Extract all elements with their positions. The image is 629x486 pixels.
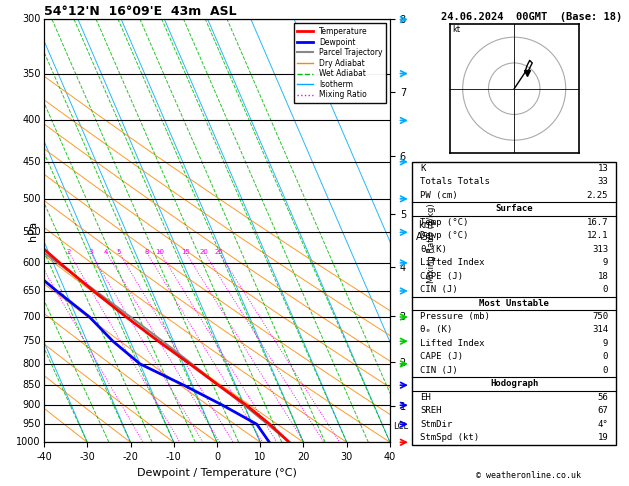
Text: 0: 0 [603,352,608,362]
Text: 313: 313 [592,244,608,254]
Text: 13: 13 [598,164,608,173]
Text: 20: 20 [199,249,209,255]
Text: 600: 600 [22,258,40,268]
Text: CIN (J): CIN (J) [420,285,458,294]
Text: K: K [420,164,426,173]
Text: 800: 800 [22,359,40,369]
Text: Totals Totals: Totals Totals [420,177,490,186]
Text: CIN (J): CIN (J) [420,366,458,375]
Text: SREH: SREH [420,406,442,416]
Text: 700: 700 [22,312,40,322]
Text: 950: 950 [22,419,40,429]
Text: 33: 33 [598,177,608,186]
Text: 750: 750 [592,312,608,321]
Text: 19: 19 [598,433,608,442]
Text: 12.1: 12.1 [587,231,608,240]
Text: kt: kt [452,25,460,34]
Text: 3: 3 [88,249,92,255]
Text: 650: 650 [22,286,40,296]
Text: 300: 300 [22,15,40,24]
Text: 500: 500 [22,194,40,204]
Text: 2: 2 [67,249,71,255]
Text: CAPE (J): CAPE (J) [420,272,463,280]
Text: 314: 314 [592,326,608,334]
Text: 0: 0 [603,366,608,375]
Text: Hodograph: Hodograph [490,380,538,388]
Text: 9: 9 [603,339,608,348]
Text: 24.06.2024  00GMT  (Base: 18): 24.06.2024 00GMT (Base: 18) [441,12,622,22]
X-axis label: Dewpoint / Temperature (°C): Dewpoint / Temperature (°C) [137,468,297,478]
Text: 8: 8 [144,249,149,255]
Text: 4°: 4° [598,420,608,429]
Text: Lifted Index: Lifted Index [420,258,485,267]
Text: Dewp (°C): Dewp (°C) [420,231,469,240]
Text: 400: 400 [22,116,40,125]
Text: © weatheronline.co.uk: © weatheronline.co.uk [476,471,581,480]
Text: Pressure (mb): Pressure (mb) [420,312,490,321]
Text: 25: 25 [214,249,223,255]
Text: 18: 18 [598,272,608,280]
Text: Lifted Index: Lifted Index [420,339,485,348]
Text: Most Unstable: Most Unstable [479,298,549,308]
Text: StmSpd (kt): StmSpd (kt) [420,433,479,442]
Legend: Temperature, Dewpoint, Parcel Trajectory, Dry Adiabat, Wet Adiabat, Isotherm, Mi: Temperature, Dewpoint, Parcel Trajectory… [294,23,386,103]
Text: 450: 450 [22,157,40,167]
Text: 850: 850 [22,380,40,390]
Text: 67: 67 [598,406,608,416]
Text: LCL: LCL [394,421,409,431]
Text: 56: 56 [598,393,608,402]
Text: 750: 750 [22,336,40,346]
Text: 5: 5 [117,249,121,255]
Text: Mixing Ratio (g/kg): Mixing Ratio (g/kg) [427,204,436,283]
Text: 54°12'N  16°09'E  43m  ASL: 54°12'N 16°09'E 43m ASL [44,5,237,18]
Text: 15: 15 [181,249,190,255]
Text: 4: 4 [104,249,108,255]
Text: 9: 9 [603,258,608,267]
Text: 10: 10 [155,249,165,255]
Text: CAPE (J): CAPE (J) [420,352,463,362]
Text: 16.7: 16.7 [587,218,608,227]
Text: Surface: Surface [496,204,533,213]
Text: 0: 0 [603,285,608,294]
Text: 1000: 1000 [16,437,40,447]
Text: 2.25: 2.25 [587,191,608,200]
Text: 900: 900 [22,400,40,410]
Text: EH: EH [420,393,431,402]
Text: StmDir: StmDir [420,420,452,429]
Y-axis label: km
ASL: km ASL [416,220,435,242]
Text: 550: 550 [22,227,40,237]
Text: 350: 350 [22,69,40,79]
Y-axis label: hPa: hPa [28,221,38,241]
Text: Temp (°C): Temp (°C) [420,218,469,227]
Text: θₑ(K): θₑ(K) [420,244,447,254]
Text: θₑ (K): θₑ (K) [420,326,452,334]
Text: PW (cm): PW (cm) [420,191,458,200]
